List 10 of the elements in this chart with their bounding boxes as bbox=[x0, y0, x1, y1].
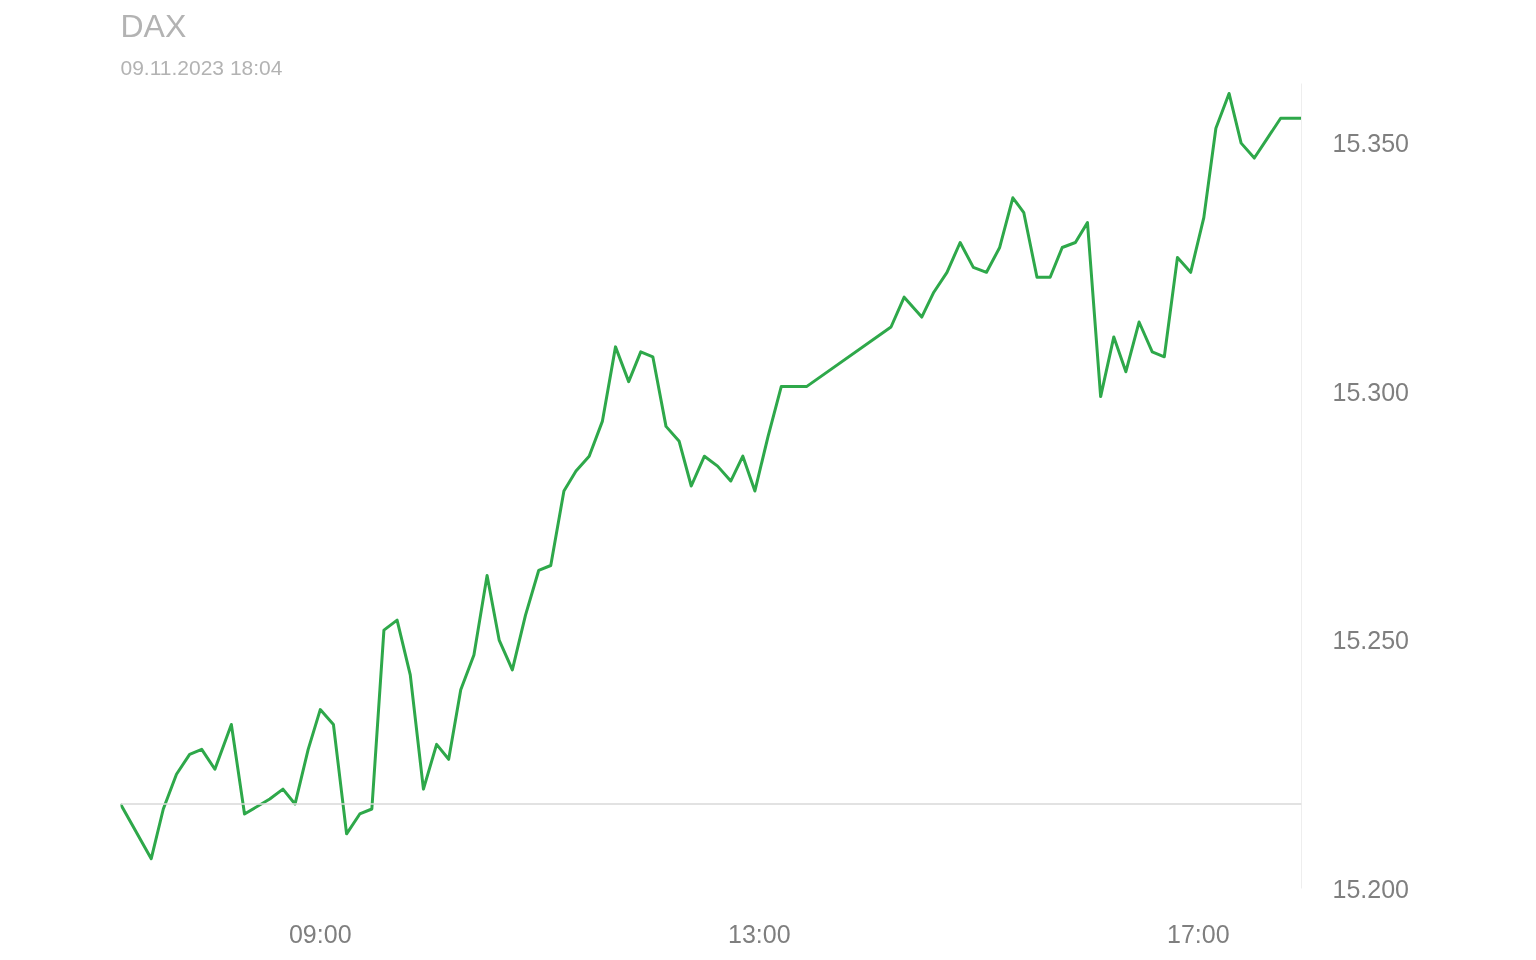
line-series bbox=[120, 91, 1302, 861]
y-tick-label: 15.200 bbox=[1332, 874, 1409, 903]
y-tick-label: 15.350 bbox=[1332, 129, 1409, 158]
chart-subtitle: 09.11.2023 18:04 bbox=[120, 55, 283, 79]
x-tick-label: 09:00 bbox=[288, 919, 352, 948]
x-tick-label: 17:00 bbox=[1167, 919, 1230, 948]
chart-title: DAX bbox=[120, 7, 187, 44]
y-tick-label: 15.300 bbox=[1332, 377, 1409, 406]
y-tick-label: 15.250 bbox=[1332, 626, 1409, 655]
x-tick-label: 13:00 bbox=[728, 919, 791, 948]
